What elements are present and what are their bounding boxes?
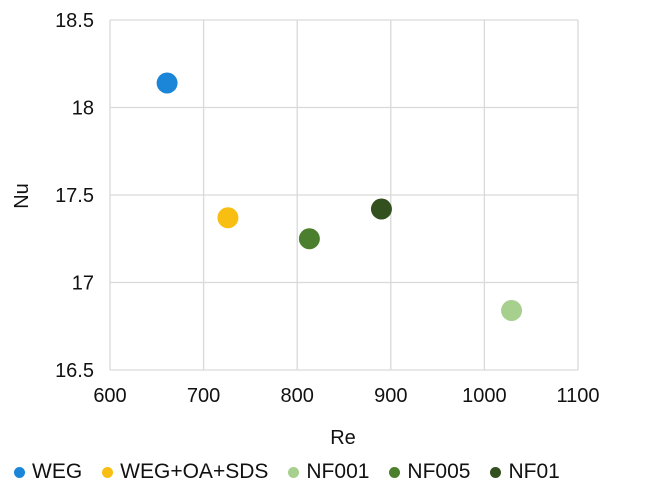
legend-item: WEG — [14, 460, 82, 484]
legend-label: NF005 — [407, 460, 471, 483]
x-axis-label: Re — [330, 427, 356, 449]
x-tick-label: 700 — [187, 385, 220, 407]
legend-item: WEG+OA+SDS — [102, 460, 268, 484]
legend-marker — [14, 466, 25, 478]
data-point-weg — [156, 72, 178, 94]
legend-marker — [102, 466, 114, 478]
x-tick-label: 800 — [281, 385, 314, 407]
data-point-weg-oa-sds — [217, 207, 239, 229]
legend-marker — [490, 466, 502, 478]
legend-marker — [288, 466, 300, 478]
data-points — [156, 72, 523, 321]
data-point-nf005 — [298, 228, 320, 250]
legend-label: NF01 — [508, 460, 560, 483]
x-tick-label: 1000 — [462, 385, 507, 407]
legend-item: NF005 — [389, 460, 470, 484]
legend-label: NF001 — [306, 460, 370, 483]
legend-marker — [389, 466, 401, 478]
legend-label: WEG+OA+SDS — [120, 460, 269, 483]
y-tick-label: 18 — [72, 98, 94, 120]
y-tick-label: 17.5 — [55, 185, 94, 207]
data-point-nf001 — [501, 300, 523, 321]
data-point-nf01 — [370, 198, 392, 220]
x-tick-label: 1100 — [556, 385, 599, 407]
legend-item: NF01 — [490, 460, 560, 484]
y-tick-label: 16.5 — [55, 360, 94, 382]
tick-labels: 600 700 800 900 1000 1100 16.5 17 17.5 18 18.5 — [55, 10, 599, 407]
chart-legend: WEG WEG+OA+SDS NF001 NF005 NF01 — [14, 460, 580, 484]
y-tick-label: 17 — [72, 273, 94, 295]
y-tick-label: 18.5 — [55, 10, 94, 32]
grid-lines — [109, 19, 579, 371]
x-tick-label: 900 — [374, 385, 407, 407]
y-axis-label: Nu — [11, 183, 33, 209]
legend-item: NF001 — [288, 460, 369, 484]
x-tick-label: 600 — [93, 385, 126, 407]
legend-label: WEG — [32, 460, 83, 483]
